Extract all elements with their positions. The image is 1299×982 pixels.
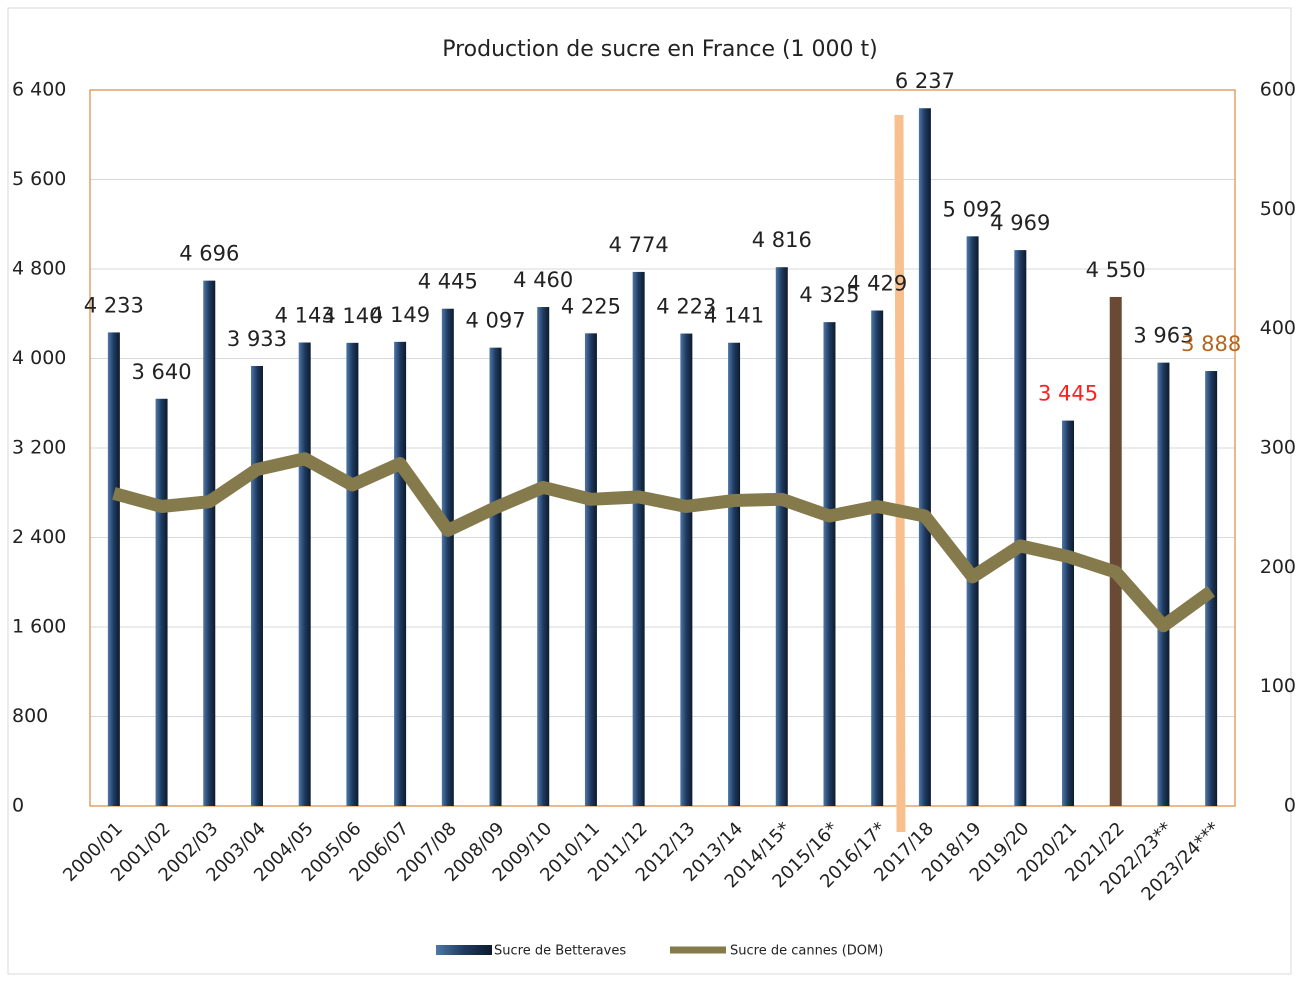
- value-label: 3 888: [1181, 332, 1241, 356]
- value-label: 4 460: [513, 268, 573, 292]
- value-label: 3 933: [227, 327, 287, 351]
- bar: [775, 267, 788, 807]
- value-label: 6 237: [895, 69, 955, 93]
- value-label: 3 640: [132, 360, 192, 384]
- bar: [584, 333, 597, 806]
- bar: [250, 365, 263, 806]
- y-tick-label: 4 000: [12, 347, 66, 369]
- bar: [632, 271, 645, 806]
- y2-tick-label: 300: [1260, 437, 1296, 459]
- plot-frame: [89, 89, 1236, 807]
- value-label: 4 149: [370, 303, 430, 327]
- bar: [394, 341, 407, 806]
- bar: [489, 347, 502, 806]
- y2-tick-label: 400: [1260, 317, 1296, 339]
- bar: [918, 108, 931, 807]
- chart-frame: [7, 7, 1292, 975]
- value-label: 3 445: [1038, 382, 1098, 406]
- y2-tick-label: 600: [1260, 79, 1296, 101]
- bar: [680, 333, 693, 806]
- value-label: 4 143: [275, 304, 335, 328]
- y2-tick-label: 500: [1260, 198, 1296, 220]
- y2-tick-label: 100: [1260, 675, 1296, 697]
- bar: [871, 310, 884, 806]
- value-label: 4 225: [561, 294, 621, 318]
- value-label: 3 963: [1133, 324, 1193, 348]
- y-tick-label: 1 600: [12, 616, 66, 638]
- y-tick-label: 2 400: [12, 526, 66, 548]
- value-label: 4 429: [847, 272, 907, 296]
- value-label: 4 233: [84, 293, 144, 317]
- value-label: 4 141: [704, 304, 764, 328]
- y-tick-label: 0: [12, 795, 24, 817]
- y2-tick-label: 200: [1260, 556, 1296, 578]
- bar: [1157, 362, 1170, 806]
- value-label: 4 816: [752, 228, 812, 252]
- bar: [203, 280, 216, 806]
- bar: [1109, 296, 1122, 806]
- value-label: 4 097: [465, 309, 525, 333]
- y-tick-label: 3 200: [12, 437, 66, 459]
- bar: [966, 236, 979, 806]
- line: [112, 452, 1215, 633]
- annotation-line: [894, 114, 906, 833]
- y-tick-label: 5 600: [12, 168, 66, 190]
- bar: [1205, 371, 1218, 806]
- bar: [728, 342, 741, 806]
- y2-tick-label: 0: [1284, 795, 1296, 817]
- value-label: 4 969: [990, 211, 1050, 235]
- legend-label: Sucre de Betteraves: [494, 944, 626, 959]
- bar: [537, 307, 550, 806]
- value-label: 4 325: [799, 283, 859, 307]
- legend-label: Sucre de cannes (DOM): [730, 944, 883, 959]
- legend-swatch: [436, 945, 492, 955]
- value-label: 4 223: [656, 295, 716, 319]
- bar: [155, 398, 168, 806]
- bar: [1014, 250, 1027, 806]
- y-tick-label: 800: [12, 705, 48, 727]
- bar: [441, 308, 454, 806]
- value-label: 4 445: [418, 270, 478, 294]
- y-tick-label: 6 400: [12, 79, 66, 101]
- value-label: 5 092: [943, 197, 1003, 221]
- bar: [1062, 420, 1075, 806]
- chart-title: Production de sucre en France (1 000 t): [442, 37, 878, 62]
- value-label: 4 696: [179, 242, 239, 266]
- bar: [346, 342, 359, 806]
- value-label: 4 550: [1086, 258, 1146, 282]
- value-label: 4 774: [609, 233, 669, 257]
- value-label: 4 140: [322, 304, 382, 328]
- bar: [107, 332, 120, 806]
- y-tick-label: 4 800: [12, 258, 66, 280]
- bar: [823, 322, 836, 806]
- bar: [298, 342, 311, 806]
